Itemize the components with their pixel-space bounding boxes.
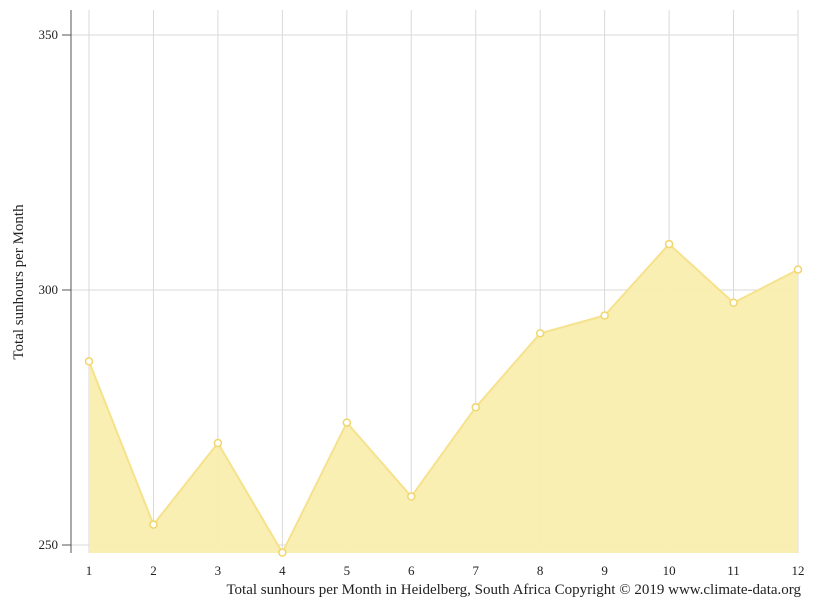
y-tick-label: 350: [39, 27, 59, 42]
data-points: [84, 239, 803, 557]
x-tick-label: 5: [344, 563, 351, 578]
x-tick-label: 7: [472, 563, 479, 578]
data-point: [664, 239, 674, 249]
data-point: [600, 311, 609, 320]
x-tick-label: 3: [215, 563, 222, 578]
x-ticks: 1 2 3 4 5 6 7 8 9 10 11 12: [86, 563, 805, 578]
y-tick-label: 250: [39, 537, 59, 552]
data-point: [213, 438, 223, 448]
data-point: [535, 329, 545, 338]
x-tick-label: 10: [663, 563, 676, 578]
data-point: [342, 418, 352, 427]
data-point: [407, 492, 416, 501]
series-line: [88, 242, 799, 555]
x-tick-label: 4: [279, 563, 286, 578]
x-tick-label: 6: [408, 563, 415, 578]
data-point: [84, 357, 94, 366]
x-tick-label: 12: [792, 563, 805, 578]
area-fill: [89, 244, 798, 553]
data-point: [471, 403, 480, 412]
x-tick-label: 2: [150, 563, 157, 578]
x-tick-label: 9: [601, 563, 608, 578]
x-tick-label: 1: [86, 563, 93, 578]
x-tick-label: 8: [537, 563, 544, 578]
data-point: [149, 520, 158, 529]
y-axis-label: Total sunhours per Month: [11, 204, 27, 360]
data-point: [278, 548, 287, 557]
data-point: [729, 298, 738, 307]
y-ticks: 250 300 350: [39, 27, 71, 552]
data-point: [793, 265, 803, 274]
chart-caption: Total sunhours per Month in Heidelberg, …: [226, 582, 801, 598]
y-tick-label: 300: [39, 282, 59, 297]
x-tick-label: 11: [727, 563, 740, 578]
